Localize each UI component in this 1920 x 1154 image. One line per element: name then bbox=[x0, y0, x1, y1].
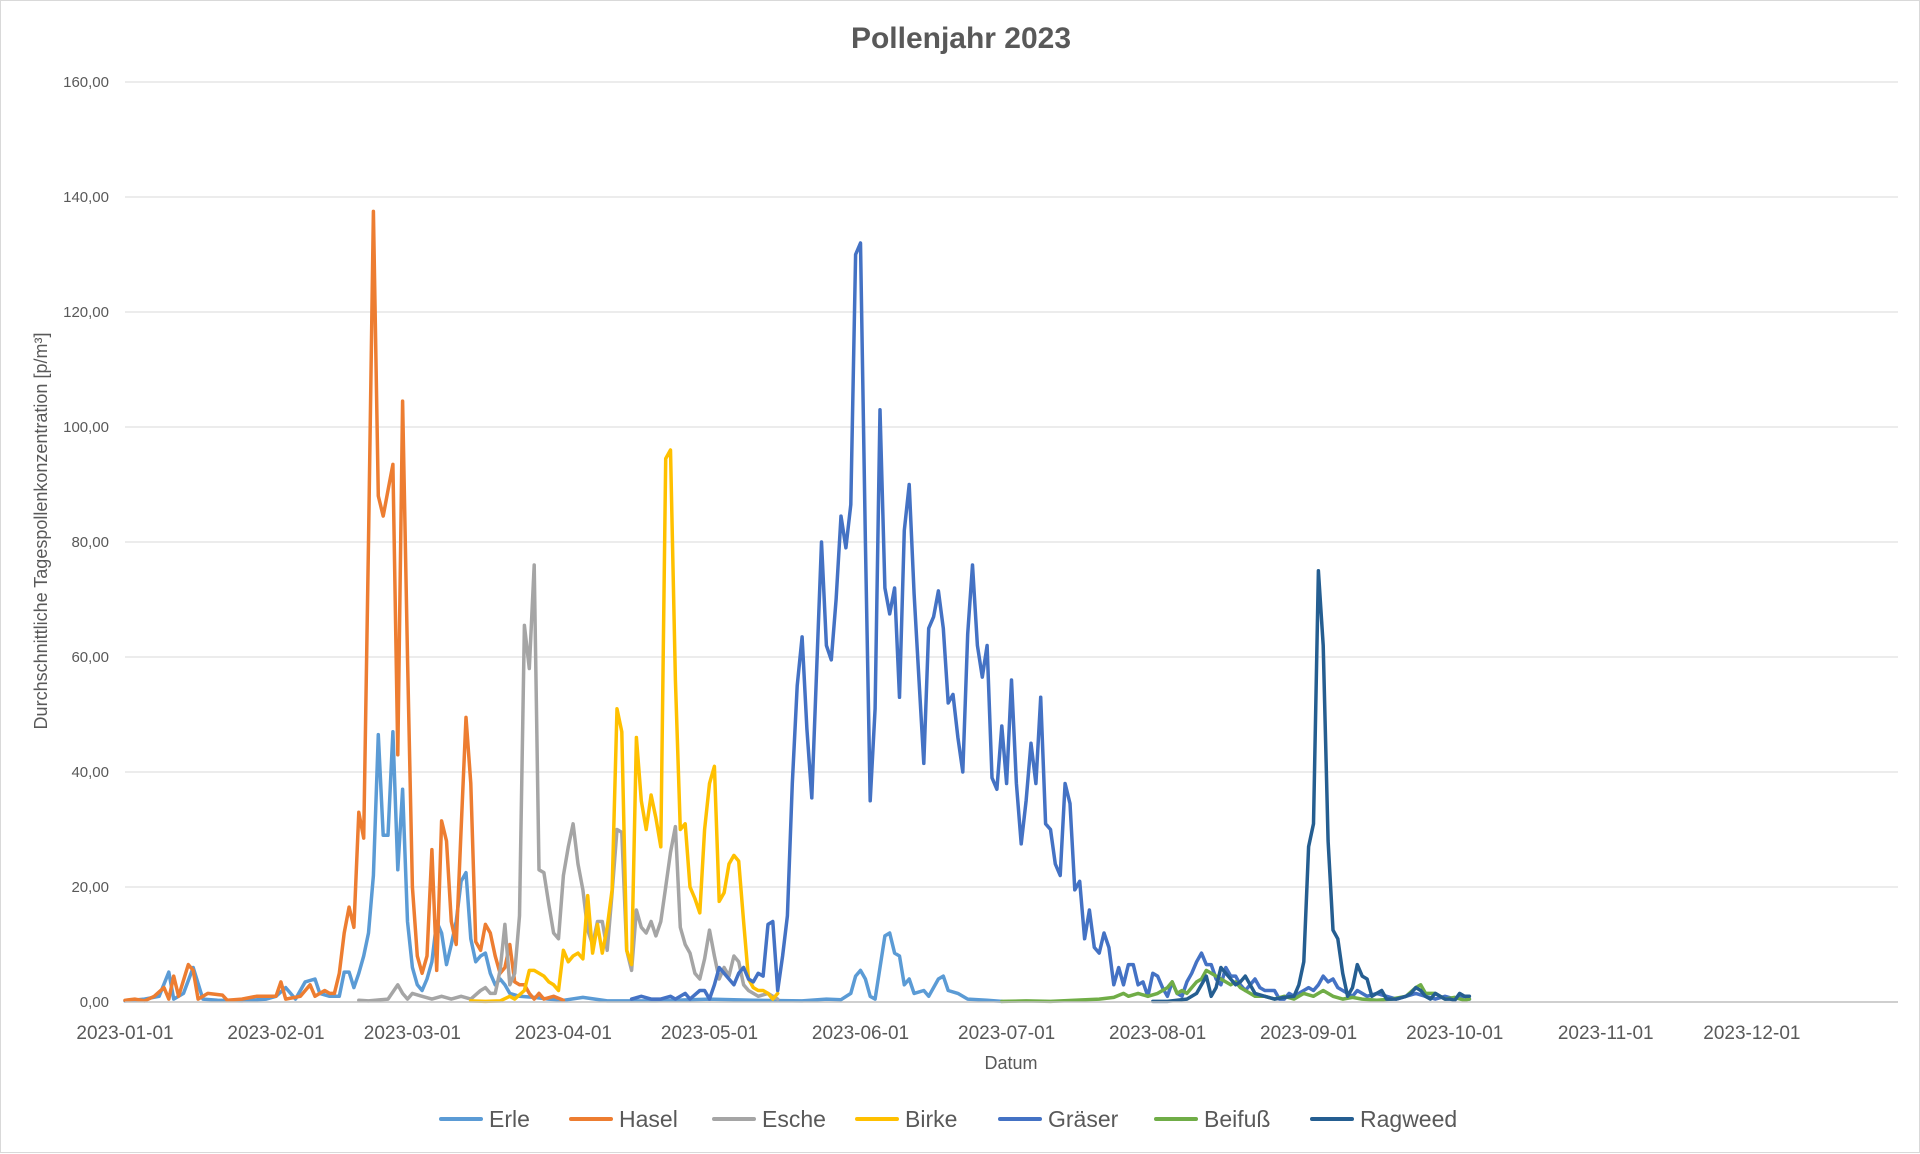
legend-label: Birke bbox=[905, 1106, 957, 1132]
y-tick-label: 80,00 bbox=[71, 534, 109, 551]
y-tick-label: 160,00 bbox=[63, 74, 109, 91]
legend-item-esche: Esche bbox=[712, 1106, 826, 1132]
x-tick-label: 2023-02-01 bbox=[227, 1023, 324, 1044]
y-tick-label: 20,00 bbox=[71, 879, 109, 896]
legend-item-gräser: Gräser bbox=[998, 1106, 1119, 1132]
x-tick-label: 2023-08-01 bbox=[1109, 1023, 1206, 1044]
x-axis-ticks: 2023-01-01 2023-02-01 2023-03-01 2023-04-01… bbox=[76, 1023, 1800, 1044]
series-line-hasel bbox=[123, 209, 566, 1003]
legend-item-ragweed: Ragweed bbox=[1310, 1106, 1457, 1132]
legend: Erle Hasel Esche Birke Gräser Beifuß Ragweed bbox=[439, 1106, 1457, 1132]
x-tick-label: 2023-06-01 bbox=[812, 1023, 909, 1044]
y-tick-label: 40,00 bbox=[71, 764, 109, 781]
legend-label: Hasel bbox=[619, 1106, 678, 1132]
legend-label: Erle bbox=[489, 1106, 530, 1132]
legend-label: Ragweed bbox=[1360, 1106, 1457, 1132]
x-tick-label: 2023-10-01 bbox=[1406, 1023, 1503, 1044]
series-line-erle bbox=[123, 730, 1004, 1004]
series-line-birke bbox=[469, 448, 780, 1004]
series-line-ragweed bbox=[1151, 569, 1472, 1004]
y-tick-label: 0,00 bbox=[80, 994, 109, 1011]
x-tick-label: 2023-11-01 bbox=[1558, 1023, 1654, 1044]
legend-item-beifuß: Beifuß bbox=[1154, 1106, 1270, 1132]
chart-title: Pollenjahr 2023 bbox=[851, 22, 1071, 55]
y-tick-label: 60,00 bbox=[71, 649, 109, 666]
x-tick-label: 2023-09-01 bbox=[1260, 1023, 1357, 1044]
legend-label: Esche bbox=[762, 1106, 826, 1132]
series-lines bbox=[123, 209, 1472, 1004]
gridlines bbox=[125, 81, 1898, 888]
legend-item-erle: Erle bbox=[439, 1106, 530, 1132]
legend-label: Beifuß bbox=[1204, 1106, 1270, 1132]
x-tick-label: 2023-07-01 bbox=[958, 1023, 1055, 1044]
x-axis-label: Datum bbox=[984, 1053, 1037, 1073]
series-line-gräser bbox=[629, 241, 1472, 1001]
x-tick-label: 2023-12-01 bbox=[1703, 1023, 1800, 1044]
y-axis-label: Durchschnittliche Tagespollenkonzentrati… bbox=[31, 333, 51, 730]
legend-label: Gräser bbox=[1048, 1106, 1119, 1132]
y-axis-ticks: 0,00 20,00 40,00 60,00 80,00 100,00 120,00 140,… bbox=[63, 74, 109, 1011]
x-tick-label: 2023-04-01 bbox=[515, 1023, 612, 1044]
legend-item-hasel: Hasel bbox=[569, 1106, 678, 1132]
y-tick-label: 140,00 bbox=[63, 189, 109, 206]
x-tick-label: 2023-01-01 bbox=[76, 1023, 173, 1044]
x-tick-label: 2023-05-01 bbox=[661, 1023, 758, 1044]
legend-item-birke: Birke bbox=[855, 1106, 957, 1132]
y-tick-label: 120,00 bbox=[63, 304, 109, 321]
x-tick-label: 2023-03-01 bbox=[364, 1023, 461, 1044]
y-tick-label: 100,00 bbox=[63, 419, 109, 436]
